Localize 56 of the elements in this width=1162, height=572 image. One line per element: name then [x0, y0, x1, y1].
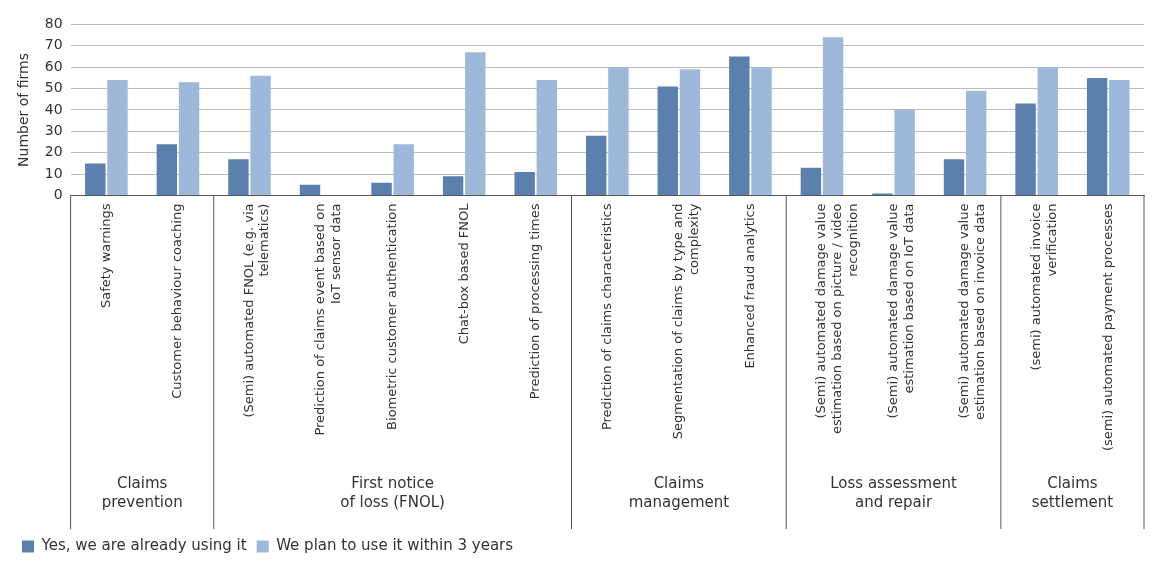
bar [894, 109, 915, 196]
bar [371, 182, 392, 196]
x-tick-label: Prediction of processing times [527, 203, 543, 400]
x-tick-label: Customer behaviour coaching [169, 203, 185, 399]
x-tick-label: Segmentation of claims by type and complexity [670, 203, 701, 440]
text: First notice of loss (FNOL) [340, 474, 445, 512]
bar [751, 67, 772, 196]
bar [1037, 67, 1058, 196]
bar [586, 135, 607, 196]
bar [442, 176, 464, 196]
legend-label: We plan to use it within 3 years [276, 536, 514, 555]
bar [800, 167, 822, 196]
text: Claims management [628, 474, 730, 512]
bar [943, 159, 965, 196]
y-tick-label: 60 [44, 57, 63, 74]
bar [514, 172, 535, 196]
x-tick-label: Prediction of claims characteristics [598, 203, 614, 431]
bar [465, 52, 486, 196]
text: Claims prevention [101, 474, 183, 512]
y-tick-label: 10 [44, 164, 63, 181]
bar [729, 56, 750, 196]
bar [965, 90, 987, 196]
bar [679, 69, 701, 196]
bar [178, 82, 200, 196]
bar [250, 75, 271, 196]
y-tick-label: 0 [53, 186, 63, 203]
legend-label: Yes, we are already using it [40, 536, 247, 555]
bar [156, 144, 178, 196]
text: Claims settlement [1031, 474, 1114, 512]
x-tick-label: Enhanced fraud analytics [741, 203, 757, 369]
bar [608, 67, 629, 196]
y-axis-title: Number of firms [15, 53, 32, 167]
x-tick-label: (Semi) automated damage value estimation based on picture / video recognition [813, 203, 860, 434]
bar [536, 80, 558, 196]
bar [822, 37, 844, 196]
x-tick-label: Safety warnings [97, 203, 113, 309]
bar [85, 163, 106, 196]
bar [1015, 103, 1036, 196]
y-tick-label: 50 [44, 79, 63, 96]
bar [393, 144, 414, 196]
x-tick-label: Chat-box based FNOL [455, 202, 471, 345]
text: Loss assessment and repair [830, 474, 957, 512]
x-tick-label: Biometric customer authentication [384, 203, 400, 430]
bar [228, 159, 249, 196]
bar [1086, 77, 1108, 196]
bar [107, 80, 128, 196]
y-tick-label: 80 [44, 15, 63, 32]
y-tick-label: 20 [44, 143, 63, 160]
y-tick-label: 40 [44, 100, 63, 117]
bar [1109, 80, 1130, 196]
bar [299, 184, 321, 196]
y-tick-label: 70 [44, 36, 63, 53]
x-tick-label: (Semi) automated FNOL (e.g. via telematics) [240, 203, 272, 418]
x-tick-label: (semi) automated payment processes [1099, 203, 1115, 452]
y-tick-label: 30 [44, 122, 63, 138]
bar [657, 86, 678, 196]
